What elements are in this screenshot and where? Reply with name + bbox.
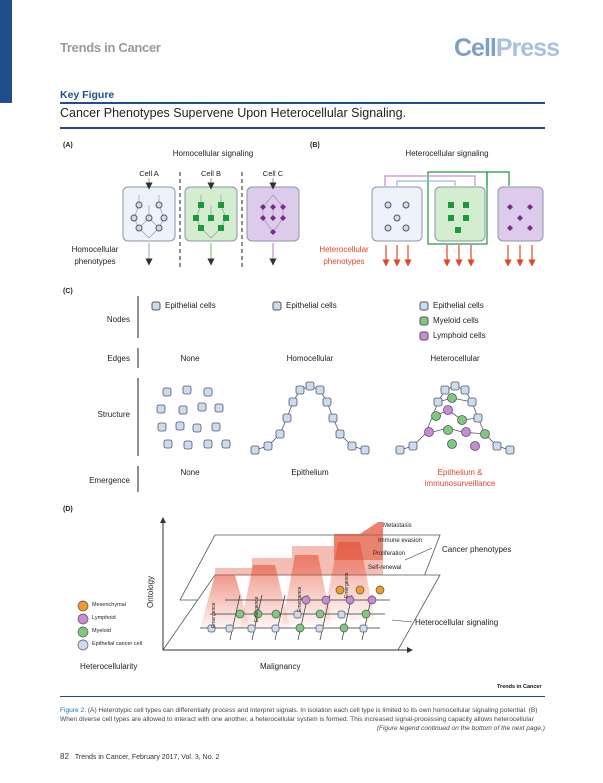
row-label-structure: Structure <box>97 410 130 419</box>
emergence-col2: Epithelium <box>291 468 329 477</box>
cell-a-label: Cell A <box>139 169 159 178</box>
citation: Trends in Cancer, February 2017, Vol. 3,… <box>74 754 220 761</box>
panel-b-title: Heterocellular signaling <box>405 149 489 158</box>
figure-graphics <box>77 171 544 653</box>
homocellular-phenotypes-line1: Homocellular <box>71 245 119 254</box>
panel-c-graphics <box>137 296 515 492</box>
legend-mesenchymal: Mesenchymal <box>92 602 126 608</box>
journal-name: Trends in Cancer <box>60 40 161 55</box>
heterocellular-phenotypes-line2: phenotypes <box>323 257 365 266</box>
page-number: 82 <box>60 752 69 761</box>
section-label: Key Figure <box>60 89 115 101</box>
nodes-col1: Epithelial cells <box>165 301 216 310</box>
homocellular-phenotypes-line2: phenotypes <box>74 257 116 266</box>
panel-d-graphics <box>77 517 441 653</box>
divider-caption <box>60 696 545 697</box>
divider-title <box>60 127 545 129</box>
cell-b-label: Cell B <box>200 169 222 178</box>
logo-press: Press <box>495 34 560 62</box>
phenotype-self-renewal: Self-renewal <box>368 565 402 571</box>
legend-myeloid: Myeloid <box>92 628 111 634</box>
emergence-col1: None <box>180 468 200 477</box>
nodes-col3-myeloid: Myeloid cells <box>433 316 479 325</box>
edges-col2: Homocellular <box>286 354 334 363</box>
figure-caption: Figure 2. (A) Heterotypic cell types can… <box>60 706 545 733</box>
row-label-emergence: Emergence <box>89 476 130 485</box>
emergence-cone-3-label: Emergence <box>297 586 303 612</box>
malignancy-axis-label: Malignancy <box>260 662 301 671</box>
emergence-cone-1-label: Emergence <box>211 602 217 628</box>
cancer-phenotypes-label: Cancer phenotypes <box>442 545 512 554</box>
caption-continued: (Figure legend continued on the bottom o… <box>376 725 545 732</box>
heterocellularity-axis-label: Heterocellularity <box>80 662 138 671</box>
caption-text: (A) Heterotypic cell types can different… <box>60 707 538 723</box>
nodes-col3-epithelial: Epithelial cells <box>433 301 484 310</box>
panel-c-label: (C) <box>63 288 73 295</box>
cell-c-label: Cell C <box>262 169 284 178</box>
journal-color-bar <box>0 0 12 103</box>
trends-logo: Trends in Cancer <box>497 684 542 690</box>
figure-title: Cancer Phenotypes Supervene Upon Heteroc… <box>60 106 407 120</box>
phenotype-proliferation: Proliferation <box>373 551 406 557</box>
divider-top <box>60 102 545 104</box>
emergence-cone-4-label: Emergence <box>344 572 350 598</box>
panel-a-title: Homocellular signaling <box>172 149 254 158</box>
legend-lymphoid: Lymphoid <box>92 615 116 621</box>
edges-col1: None <box>180 354 200 363</box>
caption-figure-ref: Figure 2. <box>60 707 87 714</box>
panel-d-label: (D) <box>63 506 73 513</box>
edges-col3: Heterocellular <box>430 354 480 363</box>
publisher-logo: CellPress <box>454 34 560 63</box>
panel-b-label: (B) <box>310 142 320 149</box>
phenotype-immune-evasion: Immune evasion <box>378 538 423 544</box>
nodes-col3-lymphoid: Lymphoid cells <box>433 331 486 340</box>
heterocellular-signaling-label: Heterocellular signaling <box>415 618 499 627</box>
row-label-nodes: Nodes <box>106 315 130 324</box>
panel-a-cells <box>122 172 300 268</box>
emergence-col3-line1: Epithelium & <box>437 468 483 477</box>
panel-b-cells <box>371 171 544 267</box>
heterocellular-phenotypes-line1: Heterocellular <box>319 245 369 254</box>
page-footer: 82 Trends in Cancer, February 2017, Vol. … <box>60 752 219 761</box>
emergence-cone-2-label: Emergence <box>254 596 260 622</box>
phenotype-metastasis: Metastasis <box>383 523 412 529</box>
row-label-edges: Edges <box>107 354 130 363</box>
logo-cell: Cell <box>454 34 497 62</box>
nodes-col2: Epithelial cells <box>286 301 337 310</box>
panel-a-label: (A) <box>63 142 73 149</box>
ontology-axis-label: Ontology <box>146 575 155 608</box>
emergence-col3-line2: immunosurveillance <box>424 479 496 488</box>
legend-epithelial-cancer-cell: Epithelial cancer cell <box>92 641 143 647</box>
